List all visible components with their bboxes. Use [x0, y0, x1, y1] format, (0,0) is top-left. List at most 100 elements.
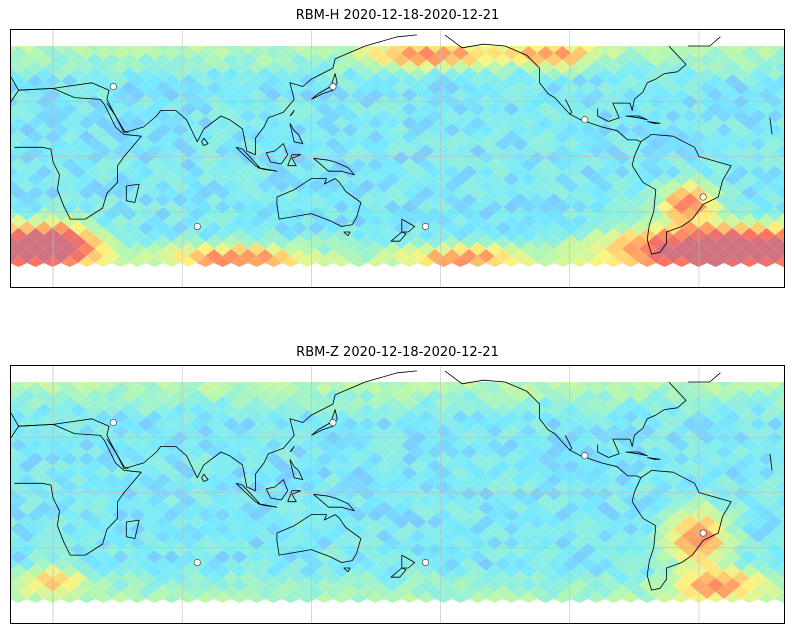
field-cell: [443, 382, 461, 389]
field-cell: [10, 501, 19, 515]
field-cell: [307, 382, 325, 389]
field-cell: [367, 256, 384, 267]
coastline-path: [343, 231, 351, 237]
field-cell: [44, 592, 61, 603]
field-cell: [299, 592, 316, 603]
field-cell: [775, 592, 785, 603]
coastline-path: [287, 154, 301, 167]
field-cell: [112, 592, 129, 603]
field-cell: [265, 256, 282, 267]
field-cell: [426, 382, 444, 389]
field-cell: [10, 221, 19, 235]
coastlines: [10, 34, 773, 255]
field-cell: [775, 424, 785, 438]
field-cell: [571, 256, 588, 267]
coastline-path: [625, 115, 648, 121]
field-cell: [154, 382, 172, 389]
station-marker: [109, 83, 117, 91]
field-cell: [775, 46, 785, 60]
field-cell: [171, 46, 189, 53]
coastline-path: [10, 88, 773, 220]
coastline-path: [401, 218, 416, 233]
field-cell: [554, 592, 571, 603]
coastline-path: [289, 446, 295, 453]
field-cell: [511, 46, 529, 53]
field-cell: [571, 592, 588, 603]
coastline-path: [311, 409, 338, 436]
field-cell: [10, 256, 27, 267]
field-cell: [10, 557, 19, 571]
field-cell: [775, 536, 785, 550]
field-cell: [35, 46, 53, 53]
field-cell: [639, 592, 656, 603]
field-cell: [154, 46, 172, 53]
field-cell: [367, 592, 384, 603]
coastline-path: [631, 134, 732, 255]
field-cell: [775, 200, 785, 214]
field-cell: [537, 256, 554, 267]
field-cell: [78, 592, 95, 603]
field-cell: [494, 46, 512, 53]
field-cell: [775, 172, 785, 186]
field-cell: [290, 382, 308, 389]
coastline-path: [106, 438, 129, 469]
field-cell: [749, 382, 767, 389]
field-cell: [44, 256, 61, 267]
field-cell: [10, 179, 19, 193]
field-cell: [120, 46, 138, 53]
field-cell: [10, 389, 19, 403]
field-cell: [664, 46, 682, 53]
field-cell: [316, 592, 333, 603]
field-cell: [222, 382, 240, 389]
panel-2-title: RBM-Z 2020-12-18-2020-12-21: [296, 345, 499, 360]
station-marker: [329, 419, 337, 427]
field-cell: [681, 382, 699, 389]
field-cell: [299, 256, 316, 267]
field-cell: [596, 46, 614, 53]
field-cell: [775, 228, 785, 242]
field-cell: [775, 480, 785, 494]
field-cell: [10, 543, 19, 557]
field-cell: [698, 46, 716, 53]
field-cell: [741, 256, 758, 267]
field-cell: [435, 592, 452, 603]
field-cell: [171, 382, 189, 389]
field-cell: [10, 193, 19, 207]
field-cell: [10, 81, 19, 95]
field-cell: [766, 382, 784, 389]
field-cell: [52, 382, 70, 389]
field-cell: [10, 529, 19, 543]
coastline-path: [289, 123, 304, 144]
field-cell: [27, 256, 44, 267]
field-cell: [10, 403, 19, 417]
field-cell: [10, 137, 19, 151]
field-cell: [78, 256, 95, 267]
field-cell: [231, 592, 248, 603]
field-cell: [358, 46, 376, 53]
field-cell: [647, 382, 665, 389]
field-cell: [180, 256, 197, 267]
field-cell: [409, 382, 427, 389]
field-cell: [775, 60, 785, 74]
field-cell: [112, 256, 129, 267]
field-cell: [707, 592, 724, 603]
field-cell: [197, 592, 214, 603]
coastline-path: [597, 45, 687, 122]
field-cell: [562, 46, 580, 53]
field-cell: [290, 46, 308, 53]
field-cell: [86, 382, 104, 389]
field-cell: [766, 46, 784, 53]
field-cell: [511, 382, 529, 389]
field-cell: [622, 256, 639, 267]
field-cell: [324, 382, 342, 389]
field-cell: [375, 382, 393, 389]
coastline-path: [565, 99, 573, 115]
field-cell: [146, 592, 163, 603]
field-cell: [630, 382, 648, 389]
field-cell: [749, 46, 767, 53]
field-cell: [588, 592, 605, 603]
field-cell: [409, 46, 427, 53]
field-cell: [273, 382, 291, 389]
field-cell: [664, 382, 682, 389]
field-cell: [775, 452, 785, 466]
